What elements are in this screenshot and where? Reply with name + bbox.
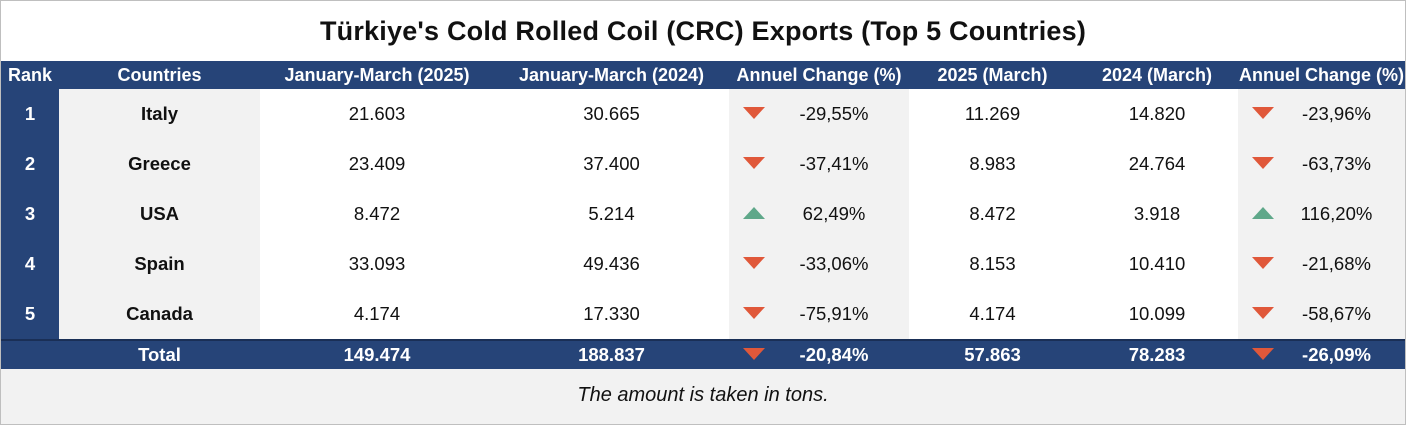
column-header: Annuel Change (%) (729, 61, 909, 89)
q1-2024-cell: 30.665 (494, 89, 729, 139)
table-row: 1 Italy 21.603 30.665 -29,55% 11.269 14.820 -23… (1, 89, 1405, 139)
rank-cell: 2 (1, 139, 59, 189)
header-row: Rank Countries January-March (2025) Janu… (1, 61, 1405, 89)
table-row: 4 Spain 33.093 49.436 -33,06% 8.153 10.410 -21,… (1, 239, 1405, 289)
table-row: 5 Canada 4.174 17.330 -75,91% 4.174 10.099 -58,… (1, 289, 1405, 340)
total-label-cell: Total (59, 339, 260, 369)
table-body: 1 Italy 21.603 30.665 -29,55% 11.269 14.820 -23… (1, 89, 1405, 369)
footnote: The amount is taken in tons. (577, 384, 829, 406)
q1-2025-cell: 4.174 (260, 289, 494, 340)
column-header: Rank (1, 61, 59, 89)
march-2024-cell: 14.820 (1076, 89, 1238, 139)
m-change-cell: 116,20% (1238, 189, 1405, 239)
change-value: -58,67% (1302, 303, 1371, 324)
q-change-cell: -37,41% (729, 139, 909, 189)
q1-2025-cell: 23.409 (260, 139, 494, 189)
column-header: January-March (2025) (260, 61, 494, 89)
march-2024-cell: 10.099 (1076, 289, 1238, 340)
m-change-cell: -58,67% (1238, 289, 1405, 340)
total-march-2024-cell: 78.283 (1076, 339, 1238, 369)
march-2025-cell: 8.983 (909, 139, 1076, 189)
q1-2024-cell: 49.436 (494, 239, 729, 289)
triangle-up-icon (743, 207, 765, 219)
change-value: 116,20% (1300, 203, 1373, 224)
march-2025-cell: 4.174 (909, 289, 1076, 340)
total-q1-2025-cell: 149.474 (260, 339, 494, 369)
change-value: -29,55% (799, 103, 869, 124)
column-header: Countries (59, 61, 260, 89)
m-change-cell: -21,68% (1238, 239, 1405, 289)
country-cell: USA (59, 189, 260, 239)
triangle-down-icon (743, 348, 765, 360)
rank-cell: 3 (1, 189, 59, 239)
table-row: 3 USA 8.472 5.214 62,49% 8.472 3.918 116,20% (1, 189, 1405, 239)
triangle-down-icon (743, 307, 765, 319)
q-change-cell: -29,55% (729, 89, 909, 139)
march-2024-cell: 24.764 (1076, 139, 1238, 189)
country-cell: Greece (59, 139, 260, 189)
triangle-down-icon (1252, 348, 1274, 360)
march-2024-cell: 10.410 (1076, 239, 1238, 289)
column-header: January-March (2024) (494, 61, 729, 89)
country-cell: Italy (59, 89, 260, 139)
q-change-cell: -33,06% (729, 239, 909, 289)
q1-2025-cell: 33.093 (260, 239, 494, 289)
triangle-down-icon (743, 107, 765, 119)
q1-2025-cell: 8.472 (260, 189, 494, 239)
q1-2024-cell: 5.214 (494, 189, 729, 239)
change-value: -63,73% (1302, 153, 1371, 174)
march-2025-cell: 8.472 (909, 189, 1076, 239)
column-header: Annuel Change (%) (1238, 61, 1405, 89)
change-value: -23,96% (1302, 103, 1371, 124)
triangle-down-icon (1252, 107, 1274, 119)
chart-title: Türkiye's Cold Rolled Coil (CRC) Exports… (319, 15, 1087, 46)
march-2025-cell: 8.153 (909, 239, 1076, 289)
total-rank-cell (1, 339, 59, 369)
table-row: 2 Greece 23.409 37.400 -37,41% 8.983 24.764 -63… (1, 139, 1405, 189)
change-value: -26,09% (1302, 344, 1371, 365)
column-header: 2025 (March) (909, 61, 1076, 89)
q-change-cell: -75,91% (729, 289, 909, 340)
triangle-up-icon (1252, 207, 1274, 219)
change-value: -33,06% (799, 253, 869, 274)
rank-cell: 5 (1, 289, 59, 340)
change-value: -20,84% (799, 344, 869, 365)
triangle-down-icon (1252, 157, 1274, 169)
march-2024-cell: 3.918 (1076, 189, 1238, 239)
total-m-change-cell: -26,09% (1238, 339, 1405, 369)
total-q-change-cell: -20,84% (729, 339, 909, 369)
triangle-down-icon (743, 157, 765, 169)
q1-2024-cell: 17.330 (494, 289, 729, 340)
triangle-down-icon (743, 257, 765, 269)
march-2025-cell: 11.269 (909, 89, 1076, 139)
change-value: -21,68% (1302, 253, 1371, 274)
change-value: -37,41% (799, 153, 869, 174)
triangle-down-icon (1252, 257, 1274, 269)
q1-2025-cell: 21.603 (260, 89, 494, 139)
m-change-cell: -63,73% (1238, 139, 1405, 189)
m-change-cell: -23,96% (1238, 89, 1405, 139)
change-value: 62,49% (802, 203, 866, 224)
title-bar: Türkiye's Cold Rolled Coil (CRC) Exports… (1, 1, 1405, 61)
country-cell: Canada (59, 289, 260, 340)
total-row: Total 149.474 188.837 -20,84% 57.863 78.283 -2… (1, 339, 1405, 369)
country-cell: Spain (59, 239, 260, 289)
exports-table: Rank Countries January-March (2025) Janu… (1, 61, 1405, 369)
total-march-2025-cell: 57.863 (909, 339, 1076, 369)
q1-2024-cell: 37.400 (494, 139, 729, 189)
column-header: 2024 (March) (1076, 61, 1238, 89)
rank-cell: 4 (1, 239, 59, 289)
change-value: -75,91% (799, 303, 869, 324)
triangle-down-icon (1252, 307, 1274, 319)
q-change-cell: 62,49% (729, 189, 909, 239)
total-q1-2024-cell: 188.837 (494, 339, 729, 369)
rank-cell: 1 (1, 89, 59, 139)
